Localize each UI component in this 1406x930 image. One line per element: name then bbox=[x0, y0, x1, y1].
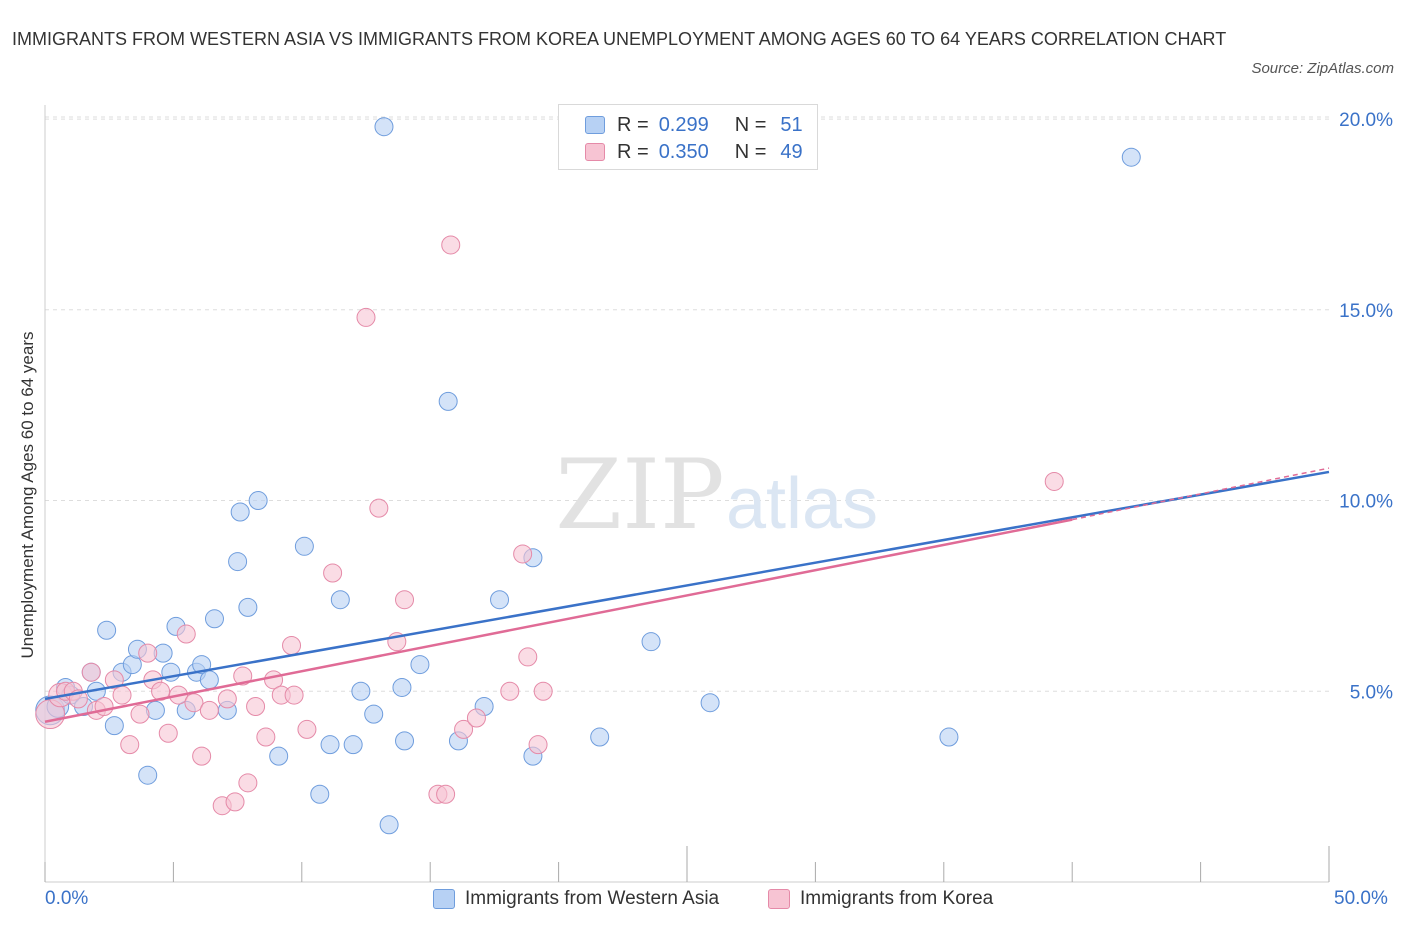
legend-label-korea: Immigrants from Korea bbox=[800, 888, 993, 910]
y-tick-label: 5.0% bbox=[1350, 682, 1393, 703]
point-korea bbox=[257, 728, 275, 746]
point-korea bbox=[467, 709, 485, 727]
point-korea bbox=[324, 564, 342, 582]
point-korea bbox=[1045, 472, 1063, 490]
y-axis-label: Unemployment Among Ages 60 to 64 years bbox=[18, 332, 37, 659]
watermark-atlas: atlas bbox=[726, 464, 878, 544]
point-korea bbox=[285, 686, 303, 704]
point-western-asia bbox=[249, 492, 267, 510]
point-western-asia bbox=[344, 736, 362, 754]
point-western-asia bbox=[270, 747, 288, 765]
point-western-asia bbox=[375, 118, 393, 136]
point-western-asia bbox=[331, 591, 349, 609]
legend-r-label: R = bbox=[617, 114, 649, 137]
legend-row-korea: R = 0.350 N = 49 bbox=[585, 139, 803, 165]
point-western-asia bbox=[239, 598, 257, 616]
legend-swatch-blue bbox=[433, 889, 455, 909]
point-korea bbox=[534, 682, 552, 700]
point-western-asia bbox=[98, 621, 116, 639]
point-western-asia bbox=[591, 728, 609, 746]
point-korea bbox=[519, 648, 537, 666]
point-korea bbox=[131, 705, 149, 723]
y-tick-label: 15.0% bbox=[1339, 301, 1393, 322]
point-korea bbox=[200, 701, 218, 719]
point-korea bbox=[121, 736, 139, 754]
y-tick-label: 20.0% bbox=[1339, 110, 1393, 131]
point-western-asia bbox=[200, 671, 218, 689]
point-korea bbox=[247, 698, 265, 716]
y-tick-label: 10.0% bbox=[1339, 492, 1393, 513]
point-western-asia bbox=[205, 610, 223, 628]
point-korea bbox=[159, 724, 177, 742]
point-western-asia bbox=[411, 656, 429, 674]
point-korea bbox=[239, 774, 257, 792]
series-legend: Immigrants from Western Asia Immigrants … bbox=[0, 888, 1406, 916]
point-korea bbox=[396, 591, 414, 609]
point-western-asia bbox=[321, 736, 339, 754]
legend-n-value: 51 bbox=[780, 114, 802, 137]
legend-swatch-pink bbox=[768, 889, 790, 909]
point-western-asia bbox=[701, 694, 719, 712]
point-western-asia bbox=[396, 732, 414, 750]
point-western-asia bbox=[393, 678, 411, 696]
point-western-asia bbox=[311, 785, 329, 803]
point-korea bbox=[437, 785, 455, 803]
point-western-asia bbox=[365, 705, 383, 723]
point-korea bbox=[95, 698, 113, 716]
point-korea bbox=[514, 545, 532, 563]
trend-line-korea-extension bbox=[1072, 468, 1329, 519]
point-korea bbox=[218, 690, 236, 708]
point-korea bbox=[226, 793, 244, 811]
point-korea bbox=[501, 682, 519, 700]
point-korea bbox=[370, 499, 388, 517]
point-korea bbox=[298, 720, 316, 738]
point-western-asia bbox=[105, 717, 123, 735]
point-western-asia bbox=[439, 392, 457, 410]
point-western-asia bbox=[295, 537, 313, 555]
point-western-asia bbox=[139, 766, 157, 784]
legend-label-western-asia: Immigrants from Western Asia bbox=[465, 888, 719, 910]
point-western-asia bbox=[1122, 148, 1140, 166]
point-western-asia bbox=[940, 728, 958, 746]
point-western-asia bbox=[642, 633, 660, 651]
legend-n-label: N = bbox=[735, 141, 767, 164]
point-korea bbox=[82, 663, 100, 681]
point-western-asia bbox=[380, 816, 398, 834]
point-western-asia bbox=[229, 553, 247, 571]
point-western-asia bbox=[352, 682, 370, 700]
point-korea bbox=[177, 625, 195, 643]
legend-swatch-blue bbox=[585, 116, 605, 134]
point-korea bbox=[139, 644, 157, 662]
grid-lines bbox=[45, 117, 1329, 691]
legend-item-western-asia[interactable]: Immigrants from Western Asia bbox=[433, 888, 719, 910]
legend-n-label: N = bbox=[735, 114, 767, 137]
legend-r-value: 0.299 bbox=[659, 114, 727, 137]
legend-n-value: 49 bbox=[780, 141, 802, 164]
point-korea bbox=[442, 236, 460, 254]
legend-r-label: R = bbox=[617, 141, 649, 164]
correlation-legend: R = 0.299 N = 51 R = 0.350 N = 49 bbox=[558, 104, 818, 170]
point-western-asia bbox=[491, 591, 509, 609]
legend-row-western-asia: R = 0.299 N = 51 bbox=[585, 112, 803, 138]
point-korea bbox=[113, 686, 131, 704]
point-western-asia bbox=[231, 503, 249, 521]
watermark-zip: ZIP bbox=[555, 439, 724, 551]
point-korea bbox=[357, 308, 375, 326]
legend-r-value: 0.350 bbox=[659, 141, 727, 164]
point-korea bbox=[283, 636, 301, 654]
legend-swatch-pink bbox=[585, 143, 605, 161]
point-korea bbox=[193, 747, 211, 765]
legend-item-korea[interactable]: Immigrants from Korea bbox=[768, 888, 993, 910]
point-korea bbox=[529, 736, 547, 754]
y-tick-labels: 5.0% 10.0% 15.0% 20.0% bbox=[1339, 110, 1393, 703]
